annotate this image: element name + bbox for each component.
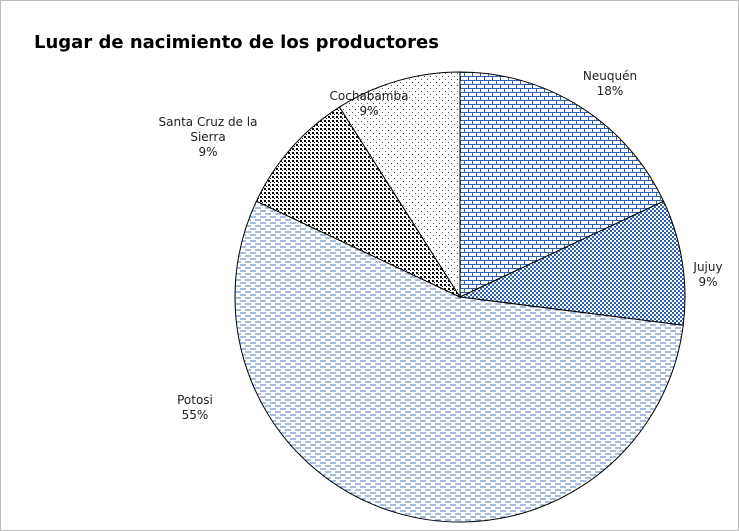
- value-label: 18%: [596, 84, 624, 98]
- pie-slice: [459, 71, 665, 298]
- category-label: Cochabamba: [329, 89, 409, 103]
- slice-label: Santa Cruz de la Sierra 9%: [153, 115, 263, 160]
- pie-slice: [234, 200, 684, 523]
- value-label: 55%: [181, 408, 209, 422]
- value-label: 9%: [698, 275, 718, 289]
- value-label: 9%: [198, 145, 218, 159]
- pie-slice: [338, 71, 461, 299]
- slice-label: Potosi 55%: [135, 393, 255, 423]
- pie-slice: [255, 106, 462, 299]
- slice-label: Neuquén 18%: [550, 69, 670, 99]
- slice-label: Jujuy 9%: [648, 260, 739, 290]
- value-label: 9%: [359, 104, 379, 118]
- category-label: Jujuy: [693, 260, 723, 274]
- category-label: Neuquén: [582, 69, 638, 83]
- slice-label: Cochabamba 9%: [309, 89, 429, 119]
- pie-slice: [458, 200, 686, 326]
- category-label: Santa Cruz de la Sierra: [158, 115, 258, 144]
- category-label: Potosi: [177, 393, 213, 407]
- chart-title: Lugar de nacimiento de los productores: [34, 32, 439, 53]
